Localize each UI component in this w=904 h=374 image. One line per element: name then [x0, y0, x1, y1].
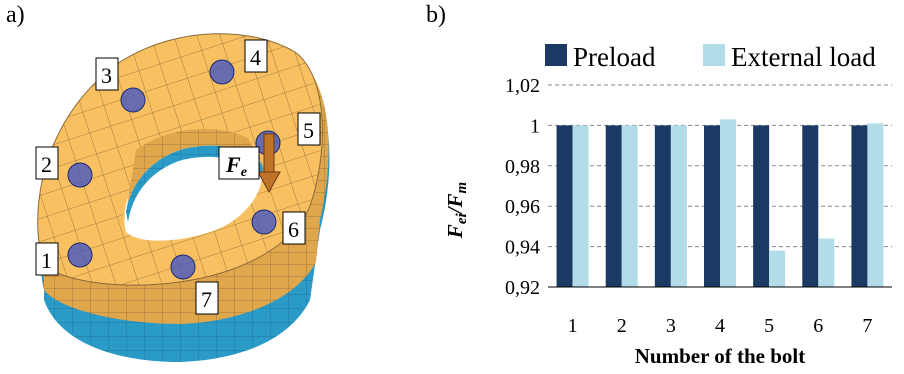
bar-preload-5 [753, 125, 770, 288]
bolt-marker-1 [67, 242, 93, 268]
x-tick-label: 6 [813, 315, 823, 337]
panel-a-label: a) [6, 2, 25, 28]
x-tick-label: 3 [666, 315, 676, 337]
bar-preload-7 [851, 125, 868, 288]
bar-external-2 [621, 125, 638, 288]
x-tick-label: 7 [862, 315, 872, 337]
legend-label-preload: Preload [573, 42, 656, 72]
bolt-label-7: 7 [201, 287, 212, 312]
bar-preload-3 [654, 125, 671, 288]
y-tick-labels: 0,92 0,94 0,96 0,98 1 1,02 [505, 75, 540, 299]
x-tick-label: 4 [715, 315, 725, 337]
bar-external-4 [720, 119, 736, 287]
bolt-label-6: 6 [288, 217, 299, 242]
force-label: Fe [225, 152, 247, 180]
bolt-marker-4 [209, 59, 235, 85]
y-tick-label: 0,98 [505, 156, 540, 178]
bolt-marker-7 [170, 254, 196, 280]
y-tick-label: 1,02 [505, 75, 540, 97]
bolt-label-3: 3 [101, 63, 112, 88]
y-tick-label: 0,96 [505, 196, 540, 218]
bar-external-7 [867, 123, 884, 287]
x-tick-labels: 1 2 3 4 5 6 7 [568, 315, 873, 337]
legend-swatch-preload [545, 44, 567, 66]
y-axis-title: Fei/Fm [443, 182, 470, 239]
force-arrow: Fe [218, 133, 281, 194]
bars [556, 119, 884, 288]
bolt-label-4: 4 [250, 45, 261, 70]
x-tick-label: 2 [617, 315, 627, 337]
legend-swatch-external [703, 44, 725, 66]
bolt-label-2: 2 [41, 152, 52, 177]
bar-external-3 [670, 125, 687, 288]
bolt-marker-2 [67, 162, 93, 188]
x-tick-label: 1 [568, 315, 578, 337]
panel-b-label: b) [426, 2, 446, 28]
x-axis-title: Number of the bolt [635, 344, 806, 368]
bolt-label-5: 5 [303, 118, 314, 143]
bar-external-1 [572, 125, 589, 288]
bar-chart: 0,92 0,94 0,96 0,98 1 1,02 1 2 3 4 5 6 7 [505, 75, 892, 337]
bolt-labels: 1 2 3 4 5 6 7 [35, 39, 321, 315]
flange-model [37, 33, 330, 363]
legend: Preload External load [545, 42, 876, 72]
bar-external-6 [818, 238, 835, 287]
x-tick-label: 5 [764, 315, 774, 337]
flange-hole-wall [126, 128, 262, 212]
legend-label-external: External load [731, 42, 876, 72]
flange-hole-blue [126, 145, 264, 222]
bar-preload-6 [802, 125, 819, 288]
y-tick-label: 0,92 [505, 277, 540, 299]
bar-preload-2 [605, 125, 622, 288]
bolt-label-1: 1 [41, 248, 52, 273]
bolt-marker-6 [251, 209, 277, 235]
bar-preload-1 [556, 125, 573, 288]
bar-preload-4 [704, 125, 720, 288]
bar-external-5 [769, 250, 786, 287]
y-tick-label: 0,94 [505, 237, 540, 259]
bolt-marker-3 [120, 87, 146, 113]
y-tick-label: 1 [530, 115, 540, 137]
